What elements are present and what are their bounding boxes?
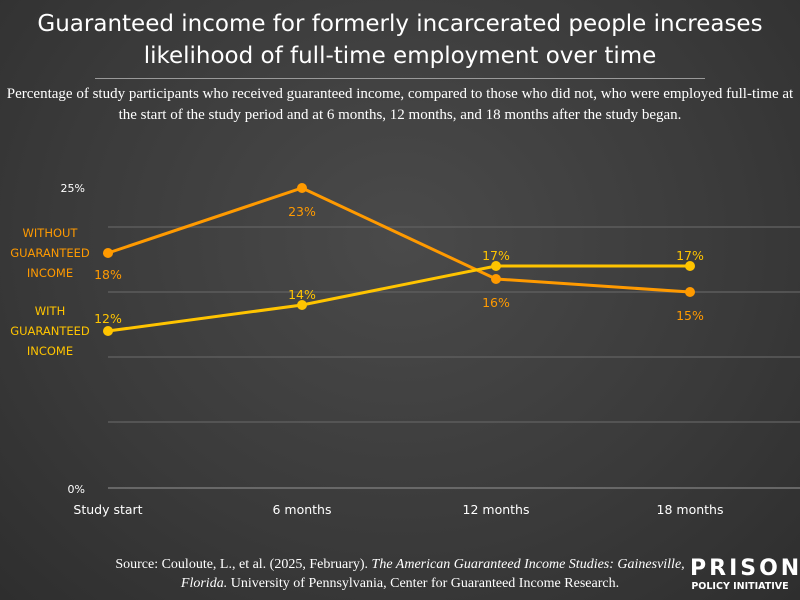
series-label: INCOME: [27, 344, 73, 358]
data-point: [685, 261, 695, 271]
data-point: [491, 274, 501, 284]
series-line: [107, 186, 691, 294]
data-label: 17%: [482, 248, 510, 263]
data-point: [297, 183, 307, 193]
y-tick-label: 25%: [61, 182, 85, 195]
series-label: GUARANTEED: [10, 324, 90, 338]
x-tick-label: Study start: [73, 502, 142, 517]
series-label: INCOME: [27, 266, 73, 280]
source-prefix: Source: Couloute, L., et al. (2025, Febr…: [115, 557, 372, 572]
data-label: 14%: [288, 287, 316, 302]
series-label: GUARANTEED: [10, 246, 90, 260]
series-label: WITHOUT: [23, 226, 79, 240]
data-point: [491, 261, 501, 271]
source-title: The American Guaranteed Income Studies: …: [180, 557, 685, 591]
data-point: [297, 300, 307, 310]
data-label: 16%: [482, 295, 510, 310]
logo: PRISON POLICY INITIATIVE: [690, 556, 800, 594]
source-suffix: University of Pennsylvania, Center for G…: [227, 576, 620, 591]
data-label: 17%: [676, 248, 704, 263]
data-point: [103, 248, 113, 258]
y-tick-label: 0%: [68, 483, 85, 496]
source-note: Source: Couloute, L., et al. (2025, Febr…: [110, 555, 690, 593]
series-line: [107, 264, 690, 333]
series-label: WITH: [35, 304, 65, 318]
data-point: [103, 326, 113, 336]
data-label: 15%: [676, 308, 704, 323]
data-label: 12%: [94, 311, 122, 326]
chart-title: Guaranteed income for formerly incarcera…: [37, 11, 763, 69]
data-point: [685, 287, 695, 297]
x-tick-label: 6 months: [272, 502, 331, 517]
x-tick-label: 18 months: [657, 502, 724, 517]
data-label: 18%: [94, 267, 122, 282]
logo-line2: POLICY INITIATIVE: [691, 581, 789, 592]
title-divider: [95, 78, 705, 79]
chart-subtitle: Percentage of study participants who rec…: [6, 86, 794, 123]
data-label: 23%: [288, 204, 316, 219]
x-tick-label: 12 months: [463, 502, 530, 517]
logo-line1: PRISON: [690, 556, 800, 581]
